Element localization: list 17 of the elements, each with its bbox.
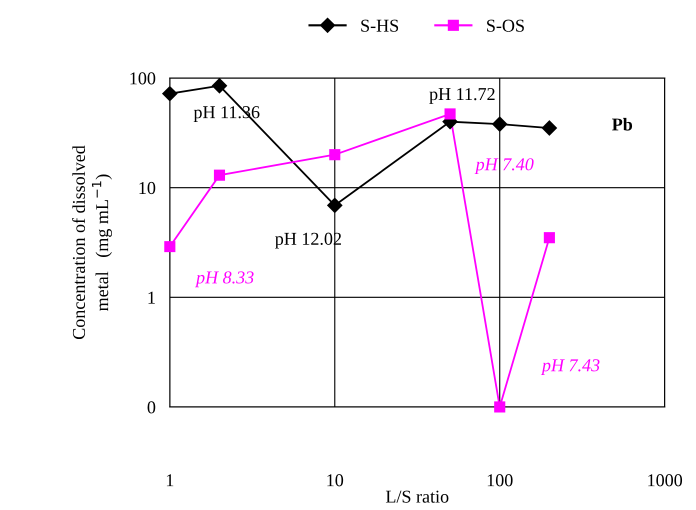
legend-label: S-HS bbox=[361, 20, 398, 32]
annotation: pH 7.43 bbox=[540, 359, 600, 376]
x-tick-label: 1 bbox=[166, 474, 174, 486]
x-tick-label: 1000 bbox=[648, 474, 682, 486]
y-tick-label: 10 bbox=[139, 182, 156, 194]
y-tick-label: 1 bbox=[148, 292, 155, 304]
x-tick-label: 10 bbox=[327, 474, 344, 486]
legend-label: S-OS bbox=[487, 20, 524, 32]
annotation: pH 11.72 bbox=[429, 88, 495, 104]
y-tick-label: 100 bbox=[130, 72, 156, 84]
annotation: pH 8.33 bbox=[194, 271, 254, 288]
x-axis-title: L/S ratio bbox=[386, 490, 448, 503]
y-axis-title: Concentration of dissolved metal (mg mL$^{−1}$) bbox=[72, 145, 112, 340]
annotation: pH 7.40 bbox=[474, 158, 534, 174]
y-tick-label: 0 bbox=[148, 401, 156, 414]
annotation: Pb bbox=[612, 118, 632, 131]
x-tick-label: 100 bbox=[488, 474, 513, 486]
